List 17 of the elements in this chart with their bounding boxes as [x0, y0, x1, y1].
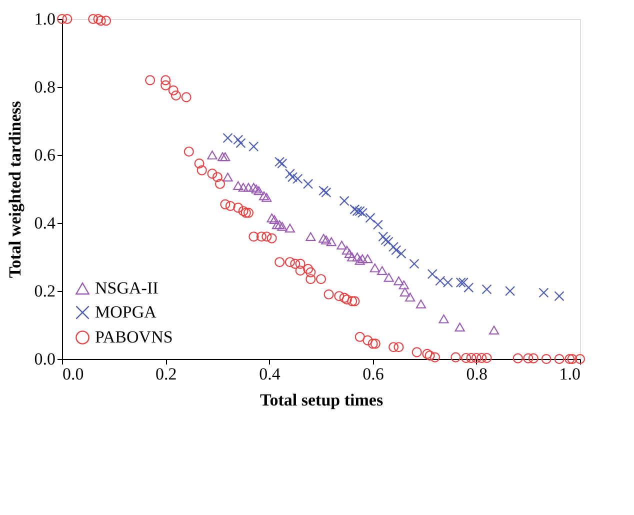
- y-tick-label: 0.8: [34, 78, 56, 96]
- x-tick-label: 0.2: [155, 364, 177, 384]
- y-axis-title: Total weighted tardiness: [5, 100, 24, 278]
- x-tick-label: 0.8: [466, 364, 488, 384]
- x-tick-label: 0.4: [259, 364, 281, 384]
- y-tick-label: 0.2: [34, 282, 56, 300]
- y-tick-label: 1.0: [34, 10, 56, 28]
- x-tick-label: 1.0: [559, 364, 580, 384]
- y-tick-label: 0.4: [34, 214, 56, 232]
- legend-label: MOPGA: [95, 302, 158, 322]
- x-axis-title: Total setup times: [260, 390, 384, 410]
- legend-label: PABOVNS: [95, 328, 173, 346]
- x-tick-label: 0.6: [362, 364, 384, 384]
- x-tick-label: 0.0: [62, 364, 84, 384]
- y-tick-label: 0.6: [34, 146, 56, 164]
- legend-label: NSGA-II: [95, 278, 159, 298]
- y-tick-label: 0.0: [34, 350, 56, 368]
